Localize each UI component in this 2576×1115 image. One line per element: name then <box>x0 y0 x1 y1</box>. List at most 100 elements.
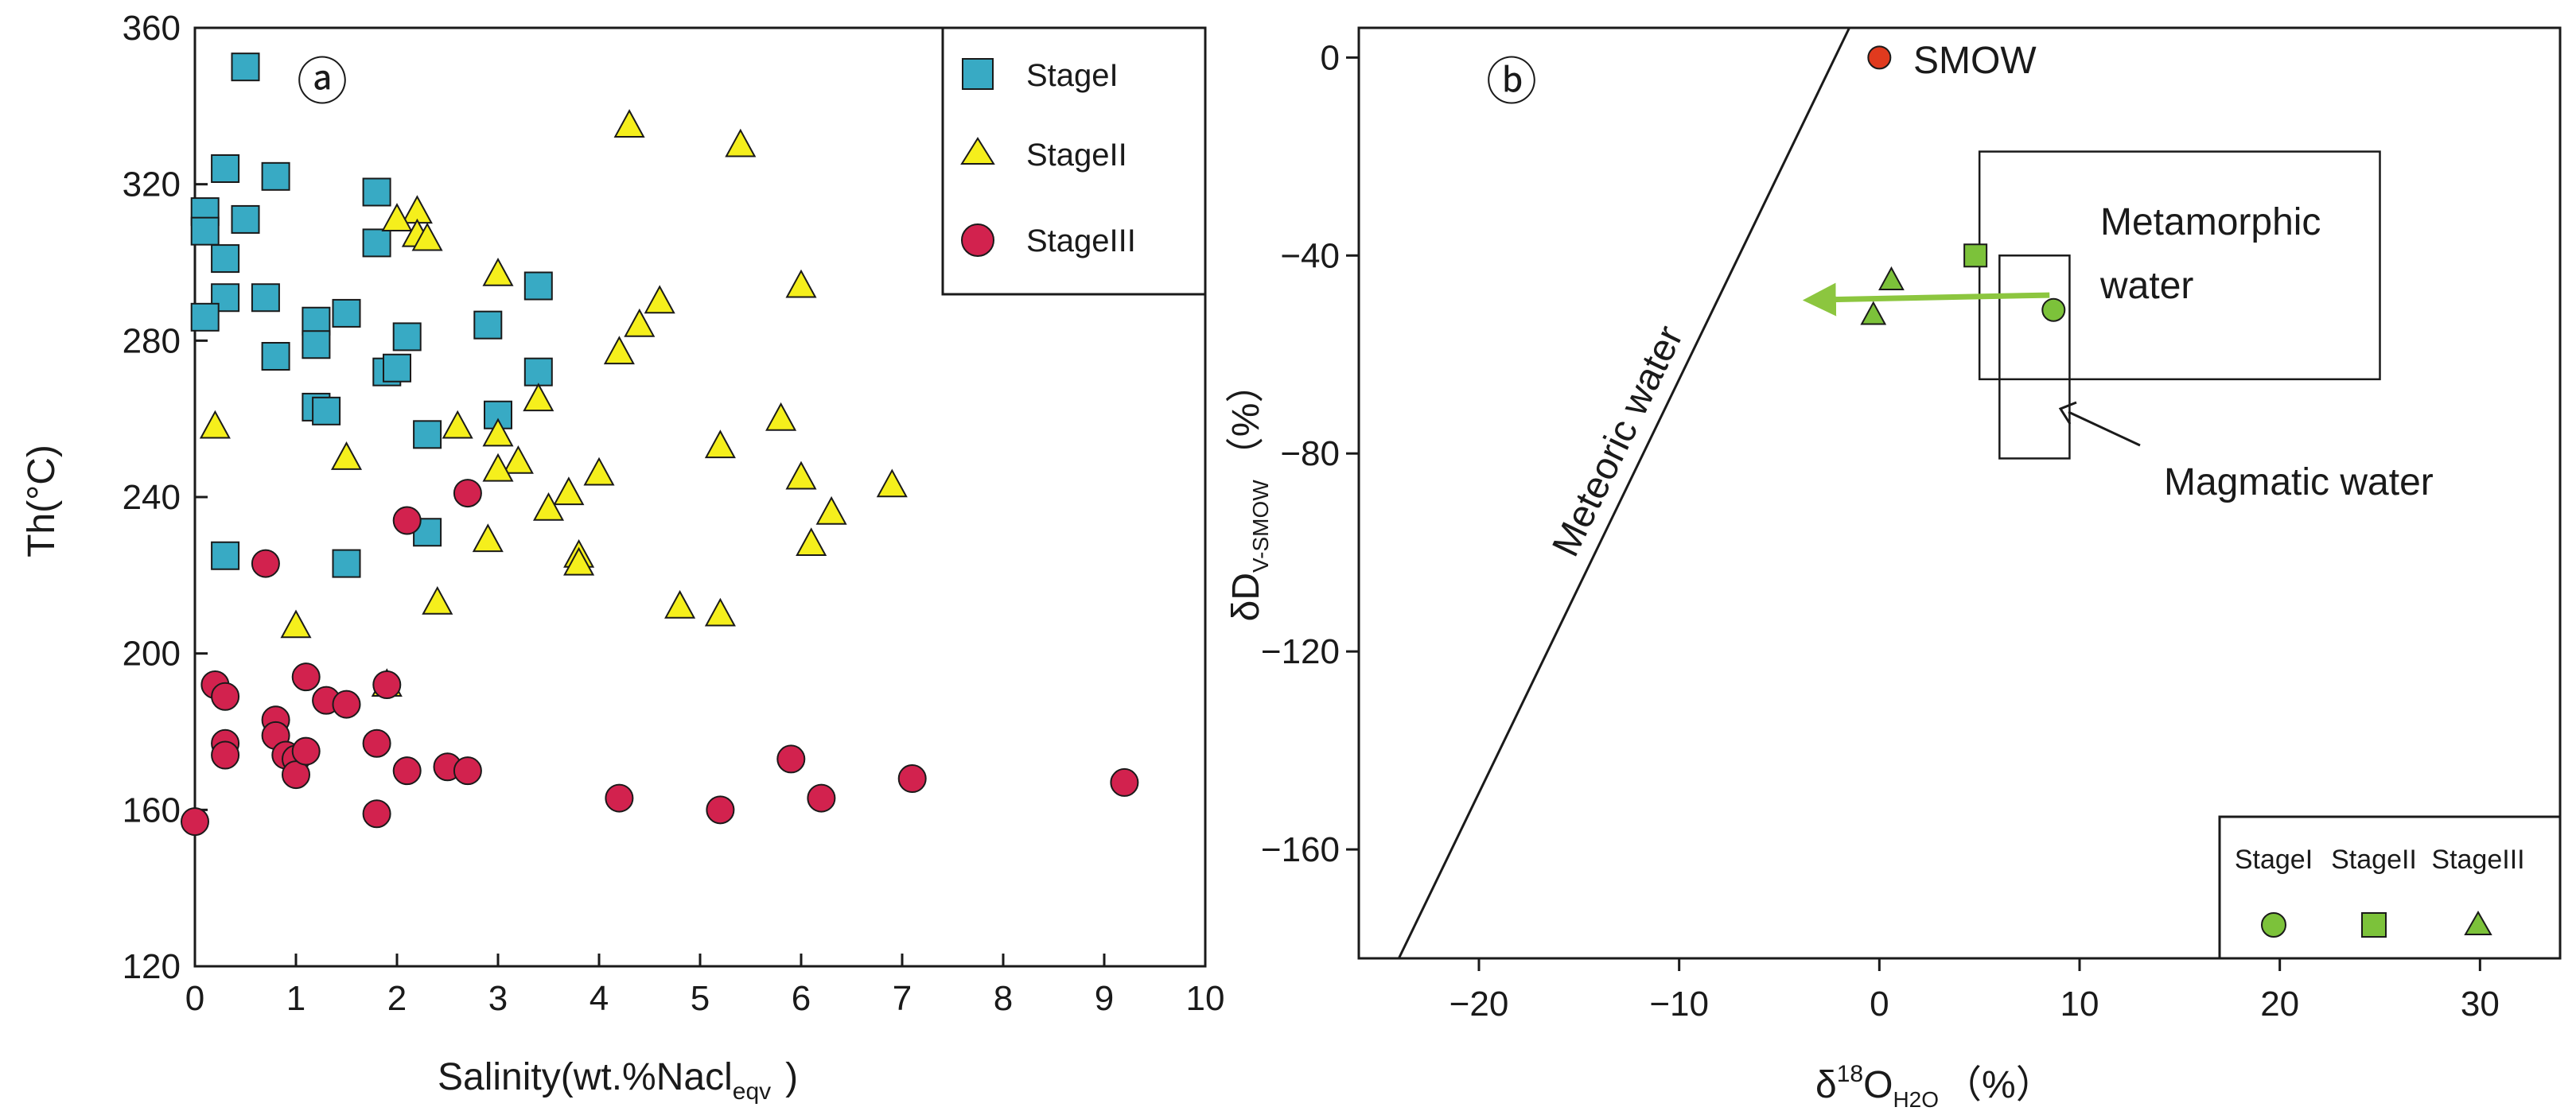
smow-label: SMOW <box>1913 40 2037 82</box>
point-stageii <box>553 476 585 506</box>
point-stageii <box>381 203 413 231</box>
panel-a-ylabel: Th(°C) <box>21 445 63 558</box>
point-b-stageiii <box>1860 301 1887 325</box>
panel-a-xtick-label: 2 <box>387 979 407 1018</box>
point-stageiii <box>372 670 402 699</box>
point-stageii <box>502 445 534 474</box>
point-stageiii <box>706 795 735 825</box>
point-stageiii <box>332 690 361 719</box>
point-stagei <box>332 549 361 578</box>
point-stagei <box>211 154 240 183</box>
point-stageii <box>765 402 797 431</box>
point-stageii <box>482 257 514 286</box>
point-stagei <box>413 518 442 547</box>
point-stageii <box>785 460 817 490</box>
panel-a-ytick-label: 160 <box>123 791 181 829</box>
point-stagei <box>261 161 290 191</box>
point-stageiii <box>211 740 240 770</box>
point-stagei <box>383 353 411 383</box>
panel-b-ytick-label: −160 <box>1261 830 1340 869</box>
legend-stage1-marker <box>962 58 994 90</box>
panel-a: 0 1 2 3 4 5 6 7 8 9 10 120 160 200 240 280 320 360 ⓐ Stag… <box>21 9 1224 1105</box>
panel-a-xtick-label: 10 <box>1186 979 1225 1018</box>
trend-arrow <box>1802 282 2050 317</box>
point-stagei <box>523 271 553 301</box>
point-stageiii <box>1110 767 1139 797</box>
point-stageiii <box>211 682 240 711</box>
panel-a-xtick-label: 0 <box>185 979 204 1018</box>
panel-a-ytick-label: 280 <box>123 321 181 360</box>
point-stagei <box>473 310 503 340</box>
legend-stage1-label: StageI <box>1026 58 1119 93</box>
panel-a-xtick-label: 1 <box>286 979 305 1018</box>
legend-stage3-marker <box>961 223 994 257</box>
point-stageii <box>482 453 514 482</box>
point-b-stagei <box>2041 297 2066 322</box>
panel-a-ytick-label: 240 <box>123 478 181 517</box>
point-stagei <box>190 302 220 332</box>
point-stageii <box>199 410 231 439</box>
legend-b-stage1-label: StageI <box>2235 845 2313 875</box>
point-stagei <box>312 396 341 425</box>
panel-b-xtick-label: 10 <box>2060 985 2099 1024</box>
point-stageii <box>422 585 453 615</box>
point-stageiii <box>453 756 482 786</box>
point-stagei <box>392 322 422 352</box>
metamorphic-label-line2: water <box>2099 265 2193 307</box>
legend-b-stage3-label: StageIII <box>2431 845 2524 875</box>
point-stagei <box>231 52 260 82</box>
panel-b-ticks: −20 −10 0 10 20 30 0 −40 −80 −120 −160 <box>1261 38 2500 1024</box>
point-stageiii <box>251 549 280 578</box>
point-stageiii <box>362 728 391 758</box>
point-b-stageii <box>1963 243 1988 268</box>
point-stageiii <box>807 783 836 813</box>
legend-b-stage1-marker <box>2261 912 2286 938</box>
legend-stage2-label: StageII <box>1026 138 1127 173</box>
point-stageii <box>482 418 514 447</box>
point-stageii <box>523 383 555 412</box>
panel-a-ytick-label: 200 <box>123 635 181 674</box>
point-stagei <box>190 216 220 246</box>
legend-b-stage2-marker <box>2361 912 2387 938</box>
panel-b-ytick-label: −120 <box>1261 632 1340 671</box>
point-stagei <box>211 244 240 274</box>
point-stageii <box>704 429 736 459</box>
panel-a-points <box>181 52 1139 837</box>
panel-b-xtick-label: 0 <box>1870 985 1889 1024</box>
point-stagei <box>362 228 391 258</box>
panel-b-legend-box <box>2218 815 2562 960</box>
point-stagei <box>261 342 290 371</box>
panel-a-xtick-label: 9 <box>1095 979 1114 1018</box>
point-stageii <box>442 410 473 439</box>
panel-b-xtick-label: 20 <box>2260 985 2299 1024</box>
magmatic-pointer-head <box>2058 401 2077 425</box>
point-stageii <box>796 527 827 557</box>
point-stagei <box>251 283 280 313</box>
smow-point <box>1867 45 1892 70</box>
panel-b-ytick-label: −80 <box>1280 434 1340 473</box>
magmatic-pointer <box>2068 410 2141 447</box>
meteoric-water-line <box>1397 27 1850 959</box>
point-stageiii <box>181 807 209 837</box>
point-stageii <box>532 491 565 521</box>
meteoric-water-label: Meteoric water <box>1544 320 1691 563</box>
legend-stage3-label: StageIII <box>1026 223 1136 258</box>
point-stagei <box>413 420 442 449</box>
point-stageiii <box>453 479 482 508</box>
panel-b-xlabel: δ18OH2O （%） <box>1815 1061 2054 1112</box>
point-stageiii <box>291 736 321 766</box>
panel-a-ytick-label: 360 <box>123 9 181 48</box>
point-stagei <box>332 298 361 328</box>
point-stageiii <box>291 662 321 692</box>
point-stageiii <box>392 756 422 786</box>
point-stagei <box>231 204 260 234</box>
panel-b: −20 −10 0 10 20 30 0 −40 −80 −120 −160 ⓑ Meteoric … <box>1225 26 2562 1112</box>
point-stageiii <box>776 744 806 774</box>
point-stageii <box>644 285 675 314</box>
point-stageii <box>613 109 645 138</box>
point-stageii <box>563 546 595 576</box>
panel-a-xtick-label: 7 <box>893 979 912 1018</box>
legend-b-stage3-marker <box>2464 910 2492 935</box>
point-stagei <box>302 330 331 359</box>
panel-a-ytick-label: 120 <box>123 947 181 986</box>
